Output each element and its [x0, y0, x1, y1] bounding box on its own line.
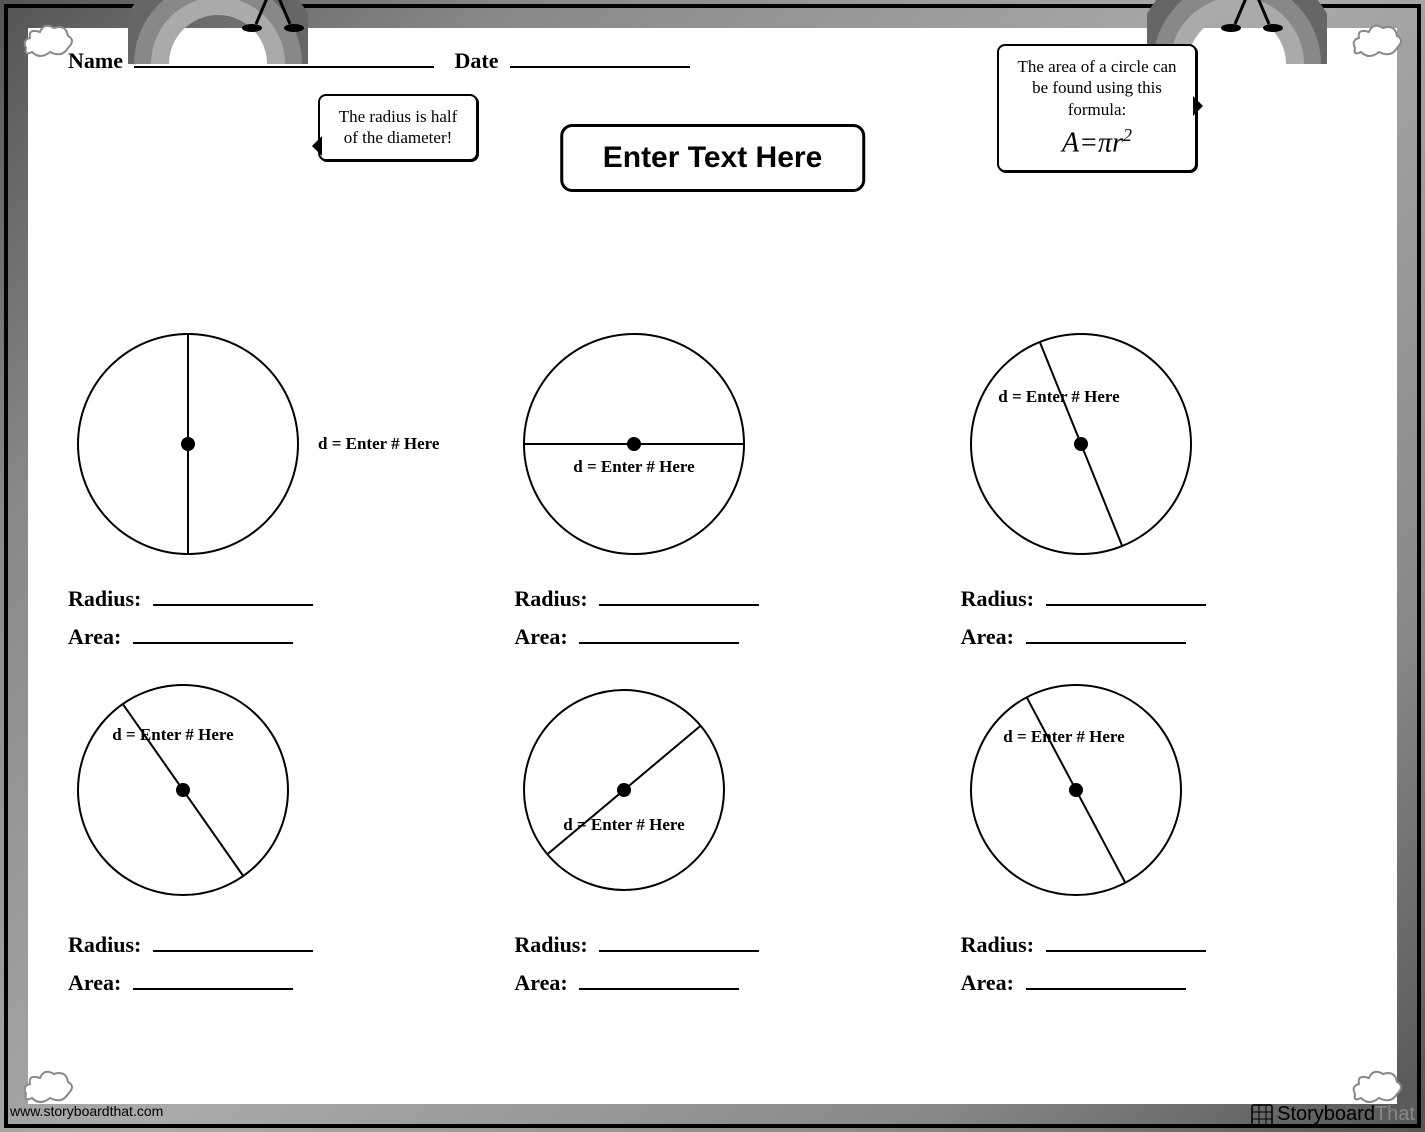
area-answer[interactable]: Area:: [68, 970, 464, 996]
area-answer[interactable]: Area:: [514, 970, 910, 996]
area-underline: [133, 642, 293, 644]
name-underline: [134, 66, 434, 68]
footer: www.storyboardthat.com StoryboardThat: [10, 1103, 1415, 1126]
circle-problem: d = Enter # Here Radius: Area:: [961, 314, 1357, 650]
radius-label: Radius:: [961, 586, 1034, 611]
svg-text:d = Enter # Here: d = Enter # Here: [112, 725, 234, 744]
area-underline: [1026, 642, 1186, 644]
speech-left-text: The radius is half of the diameter!: [339, 107, 458, 147]
circle-problem: d = Enter # Here Radius: Area:: [961, 660, 1357, 996]
area-answer[interactable]: Area:: [961, 624, 1357, 650]
speech-bubble-right: The area of a circle can be found using …: [997, 44, 1197, 172]
radius-label: Radius:: [514, 932, 587, 957]
radius-underline: [1046, 604, 1206, 606]
radius-label: Radius:: [68, 932, 141, 957]
storyboard-icon: [1251, 1104, 1273, 1126]
circle-diagram: d = Enter # Here: [68, 314, 464, 574]
top-illustration-row: The radius is half of the diameter! Ente…: [68, 84, 1357, 284]
area-underline: [579, 642, 739, 644]
area-label: Area:: [961, 970, 1014, 995]
circle-problem: d = Enter # Here Radius: Area:: [514, 660, 910, 996]
svg-text:d = Enter # Here: d = Enter # Here: [574, 457, 696, 476]
radius-answer[interactable]: Radius:: [961, 586, 1357, 612]
brand-logo: StoryboardThat: [1251, 1103, 1415, 1126]
area-label: Area:: [68, 970, 121, 995]
radius-underline: [1046, 950, 1206, 952]
area-formula: A=πr2: [1011, 124, 1183, 160]
speech-bubble-left: The radius is half of the diameter!: [318, 94, 478, 161]
radius-label: Radius:: [68, 586, 141, 611]
area-underline: [579, 988, 739, 990]
area-answer[interactable]: Area:: [68, 624, 464, 650]
radius-underline: [153, 604, 313, 606]
radius-underline: [599, 604, 759, 606]
title-text: Enter Text Here: [603, 141, 823, 174]
radius-answer[interactable]: Radius:: [514, 932, 910, 958]
radius-underline: [153, 950, 313, 952]
corner-decoration-icon: [18, 18, 78, 68]
circle-problems-grid: d = Enter # Here Radius: Area: d = Enter…: [68, 314, 1357, 996]
circle-diagram: d = Enter # Here: [514, 660, 910, 920]
circle-diagram: d = Enter # Here: [961, 660, 1357, 920]
circle-problem: d = Enter # Here Radius: Area:: [514, 314, 910, 650]
area-answer[interactable]: Area:: [514, 624, 910, 650]
date-underline: [510, 66, 690, 68]
stick-figure-icon: [1207, 0, 1297, 34]
footer-url: www.storyboardthat.com: [10, 1103, 163, 1126]
date-label: Date: [454, 48, 498, 73]
radius-underline: [599, 950, 759, 952]
brand-part-2: That: [1375, 1103, 1415, 1125]
radius-answer[interactable]: Radius:: [68, 586, 464, 612]
radius-label: Radius:: [961, 932, 1034, 957]
brand-part-1: Storyboard: [1277, 1103, 1375, 1125]
circle-problem: d = Enter # Here Radius: Area:: [68, 660, 464, 996]
worksheet-frame: Name Date: [0, 0, 1425, 1132]
worksheet-content: Name Date: [68, 48, 1357, 1064]
stick-figure-icon: [228, 0, 318, 34]
area-label: Area:: [68, 624, 121, 649]
area-underline: [1026, 988, 1186, 990]
area-label: Area:: [961, 624, 1014, 649]
radius-answer[interactable]: Radius:: [514, 586, 910, 612]
circle-problem: d = Enter # Here Radius: Area:: [68, 314, 464, 650]
area-label: Area:: [514, 970, 567, 995]
circle-diagram: d = Enter # Here: [514, 314, 910, 574]
svg-text:d = Enter # Here: d = Enter # Here: [998, 387, 1120, 406]
area-label: Area:: [514, 624, 567, 649]
radius-label: Radius:: [514, 586, 587, 611]
title-input[interactable]: Enter Text Here: [560, 124, 866, 192]
svg-text:d = Enter # Here: d = Enter # Here: [1003, 727, 1125, 746]
svg-text:d = Enter # Here: d = Enter # Here: [564, 815, 686, 834]
date-field[interactable]: Date: [454, 48, 689, 74]
area-answer[interactable]: Area:: [961, 970, 1357, 996]
area-underline: [133, 988, 293, 990]
circle-diagram: d = Enter # Here: [961, 314, 1357, 574]
speech-right-text: The area of a circle can be found using …: [1017, 57, 1176, 119]
radius-answer[interactable]: Radius:: [68, 932, 464, 958]
corner-decoration-icon: [1347, 18, 1407, 68]
circle-diagram: d = Enter # Here: [68, 660, 464, 920]
radius-answer[interactable]: Radius:: [961, 932, 1357, 958]
diameter-label[interactable]: d = Enter # Here: [318, 434, 439, 454]
